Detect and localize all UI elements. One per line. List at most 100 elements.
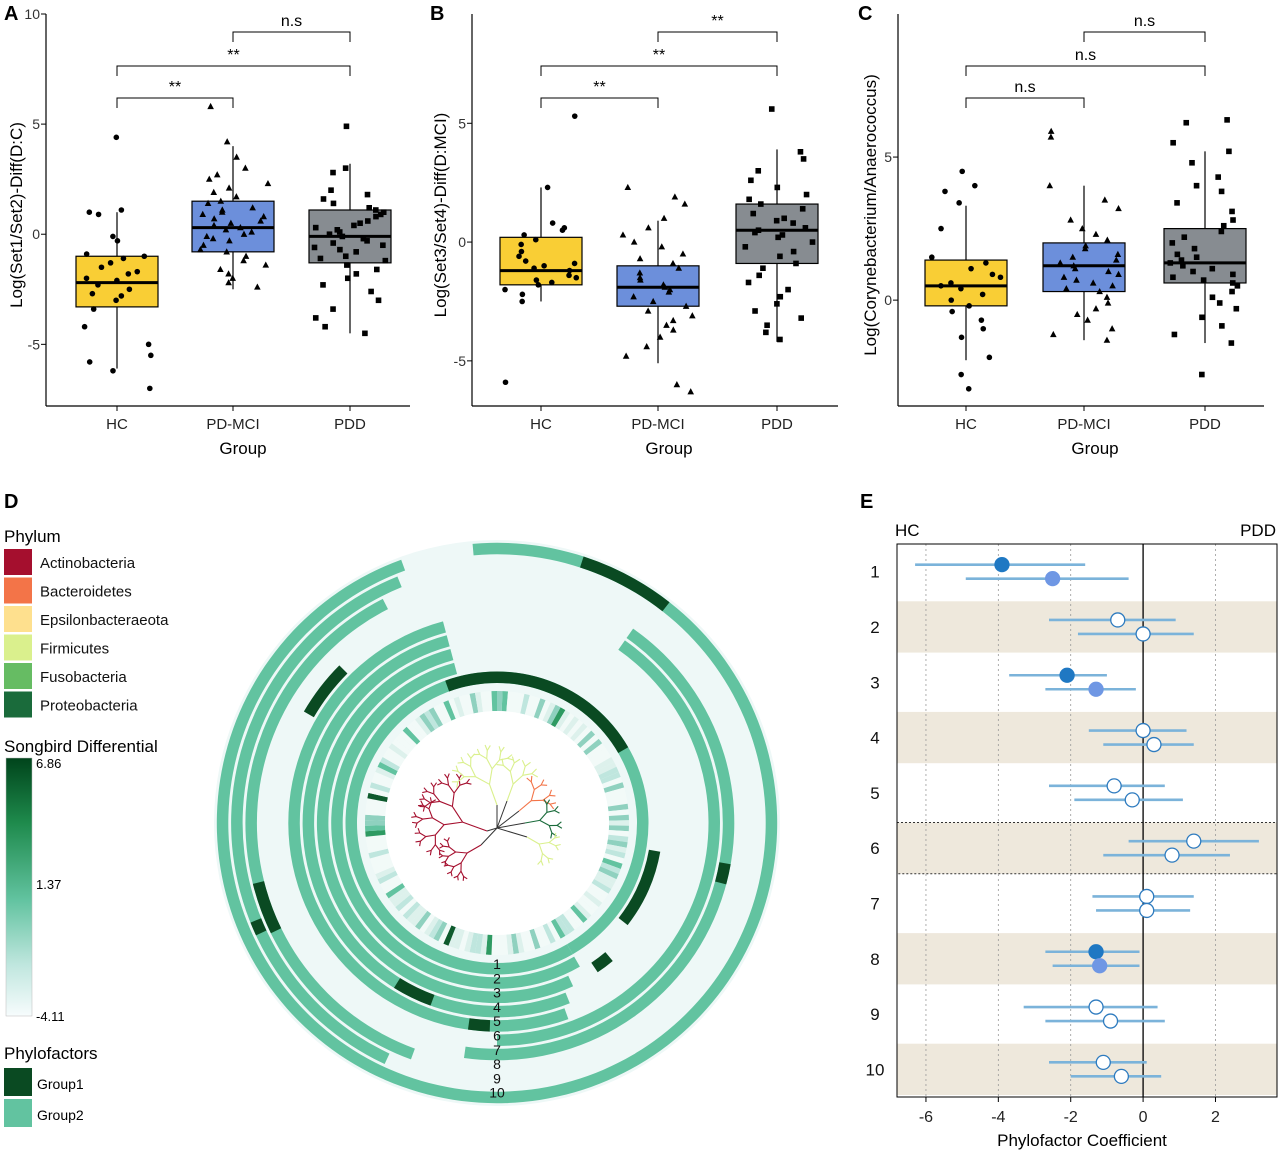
data-point — [377, 211, 384, 218]
tree-branch — [422, 817, 433, 820]
heat-ring-cell — [382, 752, 403, 767]
phylum-swatch — [4, 691, 32, 718]
estimate-point — [1106, 778, 1122, 794]
heat-ring-cell — [458, 930, 470, 951]
heat-ring-cell — [443, 925, 456, 946]
data-point — [1167, 260, 1174, 266]
data-point — [938, 225, 944, 232]
estimate-point — [1088, 999, 1104, 1015]
ring-label: 8 — [493, 1056, 501, 1072]
tree-branch — [455, 765, 459, 772]
data-point — [380, 209, 387, 216]
heat-ring-cell — [402, 901, 421, 920]
tree-branch — [506, 783, 514, 802]
data-point — [658, 243, 666, 250]
data-point — [760, 265, 766, 272]
data-point — [312, 315, 319, 321]
tree-branch — [556, 824, 563, 829]
data-point — [793, 260, 799, 267]
row-label: 8 — [870, 950, 879, 969]
data-point — [113, 297, 119, 304]
xlabel-a: Group — [219, 439, 266, 458]
data-point — [790, 248, 797, 255]
tree-branch — [453, 784, 461, 794]
data-point — [1108, 325, 1116, 332]
tree-branch — [456, 781, 459, 788]
heat-ring-cell — [423, 710, 439, 730]
data-point — [798, 315, 804, 321]
tree-branch — [542, 794, 550, 801]
data-point — [1101, 196, 1109, 203]
data-point — [114, 277, 120, 284]
tree-branch — [457, 776, 465, 783]
tree-branch — [430, 844, 436, 851]
tree-branch — [555, 845, 559, 851]
tree-branch — [414, 822, 418, 828]
data-point — [342, 165, 349, 171]
tree-branch — [417, 804, 424, 807]
row-band — [897, 601, 1277, 653]
data-point — [535, 282, 542, 288]
data-point — [956, 200, 962, 206]
x-tick-label: PDD — [1189, 416, 1221, 433]
heat-ring-cell — [385, 747, 406, 763]
data-point — [972, 182, 978, 189]
ylabel-a: Log(Set1/Set2)-Diff(D:C) — [7, 122, 26, 308]
data-point — [752, 308, 758, 314]
heat-ring-cell — [546, 704, 561, 725]
data-point — [217, 197, 225, 204]
data-point — [1218, 188, 1225, 195]
data-point — [126, 286, 133, 293]
tree-branch — [463, 761, 471, 767]
data-point — [257, 217, 264, 224]
box-pdd — [735, 203, 819, 265]
data-point — [948, 297, 955, 303]
heat-ring-cell — [365, 809, 386, 816]
group1-segment — [618, 849, 661, 926]
heat-ring-cell — [365, 803, 387, 812]
tree-branch — [518, 800, 532, 812]
panel-letter-e: E — [860, 491, 873, 513]
heat-ring-cell — [395, 734, 414, 752]
heat-ring-cell — [433, 921, 448, 942]
data-point — [1081, 245, 1089, 252]
data-point — [1209, 265, 1216, 272]
row-label: 7 — [870, 894, 879, 913]
data-point — [1071, 265, 1079, 272]
tree-branch — [457, 870, 462, 877]
heat-ring-cell — [601, 776, 623, 789]
heat-ring-cell — [375, 866, 396, 880]
heat-ring-cell — [591, 879, 612, 894]
phylum-swatch — [4, 577, 32, 604]
data-point — [98, 264, 105, 271]
heat-ring-cell — [406, 723, 424, 742]
tree-branch — [455, 773, 460, 779]
tree-branch — [431, 799, 437, 803]
data-point — [959, 168, 966, 175]
x-tick-label: -6 — [919, 1109, 933, 1126]
heat-ring-cell — [453, 928, 465, 950]
data-point — [365, 218, 371, 224]
heat-ring-cell — [601, 857, 623, 870]
ylabel-c: Log(Corynebacterium/Anaerococcus) — [861, 74, 880, 356]
estimate-point — [994, 557, 1010, 573]
data-point — [777, 293, 784, 300]
data-point — [118, 207, 125, 213]
y-tick-label: 5 — [458, 115, 466, 131]
tree-branch — [526, 836, 540, 845]
tree-branch — [486, 750, 488, 759]
tree-branch — [463, 876, 468, 880]
data-point — [1104, 236, 1111, 243]
data-point — [571, 260, 578, 267]
ring-label: 2 — [493, 970, 501, 986]
data-point — [90, 306, 97, 312]
heat-ring-cell — [377, 870, 398, 885]
data-point — [544, 184, 551, 191]
tree-branch — [486, 758, 493, 769]
data-point — [752, 229, 758, 236]
tree-branch — [421, 794, 425, 800]
data-point — [366, 204, 372, 211]
estimate-point — [1113, 1068, 1130, 1084]
data-point — [1078, 224, 1086, 232]
boxplot-panel-b: Log(Set3/Set4)-Diff(D:MCI) Group -5 0 5 HC P… — [431, 13, 838, 458]
